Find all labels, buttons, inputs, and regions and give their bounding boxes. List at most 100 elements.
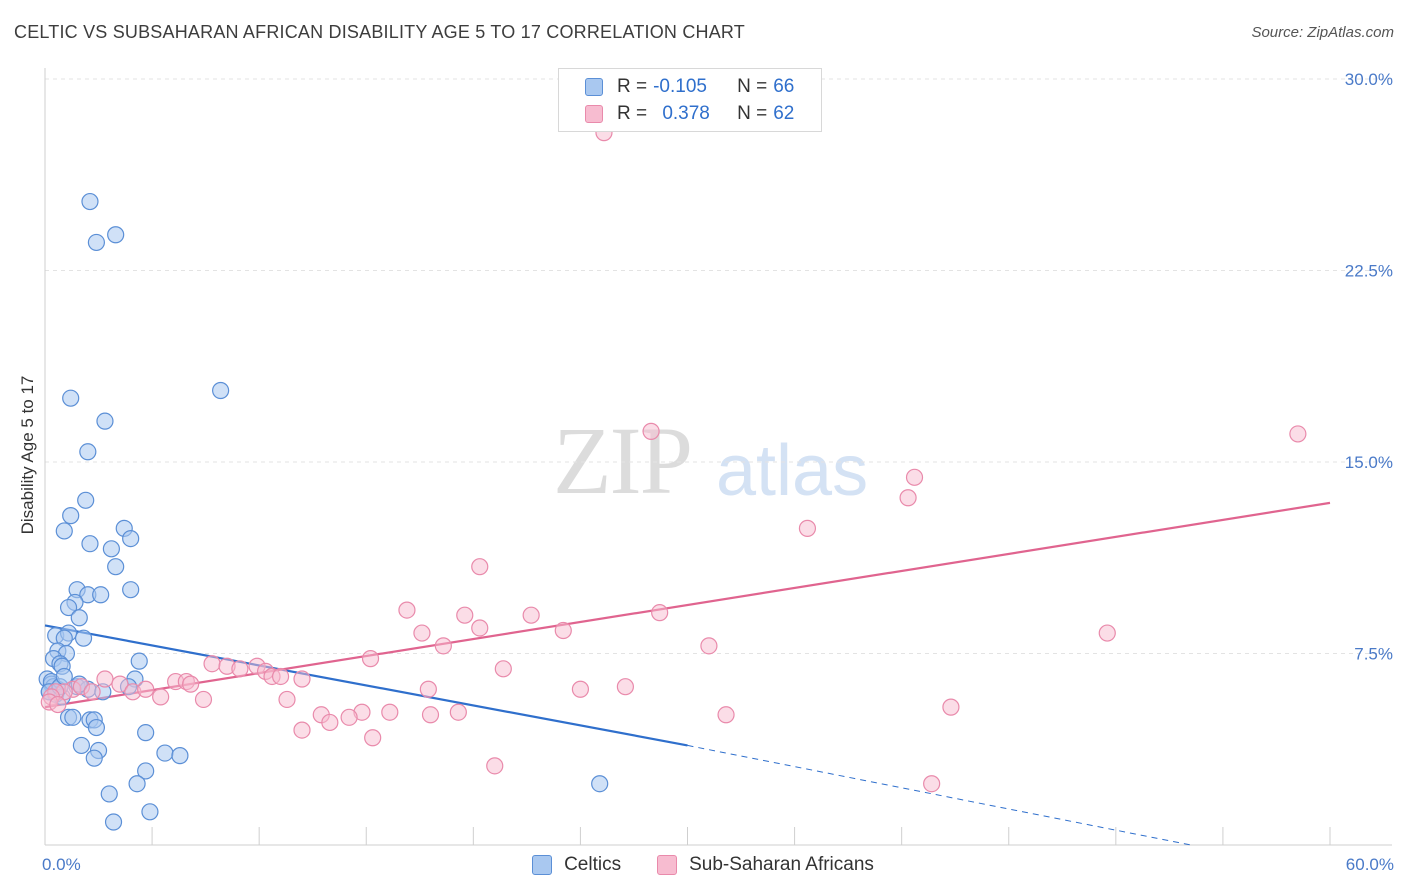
data-point-celtic bbox=[77, 491, 95, 509]
data-point-subsaharan bbox=[494, 660, 512, 678]
legend-swatch-subsaharan bbox=[585, 105, 603, 123]
data-point-subsaharan bbox=[471, 619, 489, 637]
data-point-subsaharan bbox=[96, 670, 114, 688]
data-point-subsaharan bbox=[456, 606, 474, 624]
series-legend-celtic: Celtics bbox=[532, 854, 621, 876]
data-point-celtic bbox=[92, 586, 110, 604]
data-point-subsaharan bbox=[434, 637, 452, 655]
y-tick-label: 22.5% bbox=[1345, 262, 1393, 281]
data-point-subsaharan bbox=[321, 713, 339, 732]
correlation-legend: R = -0.105 N = 66 R = 0.378 N = 62 bbox=[558, 68, 822, 132]
data-point-celtic bbox=[122, 529, 140, 548]
series-legend-subsaharan: Sub-Saharan Africans bbox=[657, 854, 874, 876]
data-point-celtic bbox=[79, 443, 97, 461]
data-point-celtic bbox=[591, 775, 609, 793]
data-point-celtic bbox=[81, 192, 99, 211]
data-point-celtic bbox=[87, 718, 106, 737]
data-point-subsaharan bbox=[419, 680, 437, 698]
trendline-celtic-extension bbox=[687, 744, 1191, 846]
legend-n-label-celtic: N = bbox=[737, 76, 768, 97]
data-point-subsaharan bbox=[111, 675, 129, 693]
legend-swatch-celtic bbox=[585, 78, 603, 96]
legend-r-value-celtic: -0.105 bbox=[653, 76, 707, 97]
data-point-celtic bbox=[137, 724, 155, 742]
x-tick-label: 60.0% bbox=[1346, 855, 1394, 874]
data-point-subsaharan bbox=[381, 703, 399, 721]
data-point-celtic bbox=[130, 652, 148, 670]
data-point-subsaharan bbox=[271, 667, 290, 686]
data-point-celtic bbox=[212, 381, 230, 400]
data-point-subsaharan bbox=[421, 706, 440, 724]
data-point-subsaharan bbox=[340, 708, 358, 726]
legend-r-label-subsaharan: R = bbox=[617, 103, 648, 124]
axes bbox=[44, 68, 1392, 846]
legend-n-label-subsaharan: N = bbox=[737, 103, 768, 124]
series-legend-label-celtic: Celtics bbox=[564, 854, 622, 875]
data-point-subsaharan bbox=[642, 422, 660, 440]
data-point-celtic bbox=[55, 522, 73, 540]
data-point-celtic bbox=[128, 775, 146, 793]
celtic-points bbox=[38, 192, 609, 831]
data-point-subsaharan bbox=[364, 729, 382, 747]
data-point-celtic bbox=[74, 629, 93, 647]
data-point-subsaharan bbox=[923, 775, 941, 793]
data-point-celtic bbox=[87, 233, 106, 252]
data-point-subsaharan bbox=[152, 688, 170, 706]
data-point-subsaharan bbox=[471, 558, 489, 576]
data-point-celtic bbox=[85, 749, 103, 767]
data-point-subsaharan bbox=[293, 721, 311, 739]
data-point-subsaharan bbox=[182, 675, 200, 693]
data-point-subsaharan bbox=[1289, 425, 1307, 443]
data-point-celtic bbox=[72, 736, 91, 755]
data-point-celtic bbox=[122, 581, 140, 599]
legend-r-label-celtic: R = bbox=[617, 76, 648, 97]
data-point-subsaharan bbox=[486, 757, 504, 775]
data-point-subsaharan bbox=[194, 690, 213, 709]
data-point-celtic bbox=[102, 540, 120, 558]
series-legend-swatch-celtic bbox=[532, 855, 553, 875]
data-point-subsaharan bbox=[616, 678, 634, 696]
data-point-celtic bbox=[100, 785, 118, 803]
data-point-subsaharan bbox=[554, 621, 572, 640]
data-point-subsaharan bbox=[449, 703, 467, 721]
data-point-subsaharan bbox=[571, 680, 590, 698]
y-tick-label: 30.0% bbox=[1345, 70, 1393, 89]
watermark-atlas: atlas bbox=[716, 431, 869, 511]
data-point-subsaharan bbox=[413, 624, 431, 642]
data-point-celtic bbox=[64, 708, 82, 726]
tick-labels: 7.5% 15.0% 22.5% 30.0% 0.0% 60.0% bbox=[42, 70, 1394, 874]
data-point-subsaharan bbox=[522, 606, 540, 624]
data-point-celtic bbox=[81, 535, 99, 553]
data-point-subsaharan bbox=[203, 655, 221, 673]
trendline-celtic bbox=[44, 624, 688, 747]
data-point-subsaharan bbox=[293, 670, 311, 688]
data-point-subsaharan bbox=[49, 695, 67, 714]
chart-title: CELTIC VS SUBSAHARAN AFRICAN DISABILITY … bbox=[14, 22, 745, 42]
y-tick-label: 15.0% bbox=[1345, 453, 1393, 472]
data-point-subsaharan bbox=[942, 698, 960, 716]
legend-r-value-subsaharan: 0.378 bbox=[662, 103, 710, 124]
data-point-subsaharan bbox=[231, 660, 249, 678]
y-tick-label: 7.5% bbox=[1354, 645, 1393, 664]
data-point-celtic bbox=[59, 598, 78, 617]
legend-row-subsaharan: R = 0.378 N = 62 bbox=[585, 101, 794, 127]
data-point-subsaharan bbox=[1098, 624, 1116, 642]
source-label: Source: ZipAtlas.com bbox=[1251, 24, 1394, 41]
data-point-celtic bbox=[107, 226, 125, 244]
data-point-subsaharan bbox=[83, 683, 101, 701]
series-legend-label-subsaharan: Sub-Saharan Africans bbox=[689, 854, 874, 875]
data-point-celtic bbox=[107, 558, 125, 576]
data-point-celtic bbox=[62, 389, 80, 407]
subsaharan-points bbox=[40, 101, 1307, 793]
data-point-subsaharan bbox=[899, 489, 917, 507]
data-point-subsaharan bbox=[717, 706, 735, 724]
data-point-celtic bbox=[137, 762, 155, 780]
data-point-celtic bbox=[156, 744, 174, 762]
grid-lines bbox=[45, 78, 1392, 654]
data-point-celtic bbox=[96, 412, 114, 430]
data-point-subsaharan bbox=[278, 690, 296, 709]
data-point-subsaharan bbox=[905, 468, 924, 486]
data-point-celtic bbox=[70, 609, 88, 627]
data-point-subsaharan bbox=[361, 650, 380, 668]
